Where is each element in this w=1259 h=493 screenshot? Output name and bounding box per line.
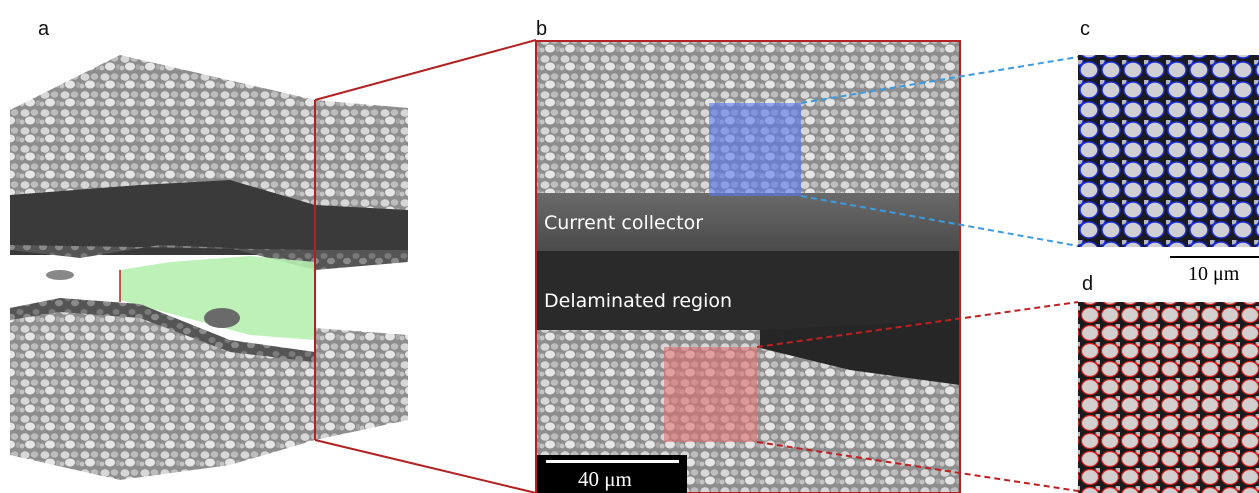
panel-d-image [1078, 302, 1259, 493]
panel-label-a: a [38, 18, 50, 40]
delamination-plane [120, 256, 315, 340]
panel-label-c: c [1080, 18, 1090, 40]
delaminated-region-label: Delaminated region [544, 290, 733, 312]
panel-c-image [1078, 55, 1259, 247]
volume-bottom-right [315, 328, 408, 440]
blue-link-top [800, 56, 1079, 104]
current-collector-label: Current collector [544, 212, 704, 234]
debris [46, 270, 74, 280]
panel-label-d: d [1082, 273, 1094, 295]
blue-link-bottom [800, 195, 1079, 247]
scalebar-b-line [546, 460, 679, 463]
scalebar-b-label: 40 μm [578, 467, 632, 491]
panel-b-image [535, 40, 961, 493]
panel-label-b: b [536, 18, 548, 40]
volume-bottom-top-surface [10, 298, 315, 362]
red-link-top [756, 301, 1079, 348]
red-roi [664, 347, 757, 442]
panel-b-frame [535, 40, 961, 493]
scalebar-c-label: 10 μm [1188, 263, 1240, 285]
volume-collector-band-right [315, 205, 408, 258]
panel-a-volume [10, 55, 408, 480]
blue-roi [709, 103, 801, 196]
scalebar-c-line [1170, 256, 1259, 258]
volume-bottom-front [10, 300, 315, 480]
volume-collector-band [10, 180, 315, 255]
current-collector-band [536, 193, 960, 251]
zoom-line-top [314, 39, 537, 101]
red-link-bottom [756, 441, 1079, 492]
delaminated-dark-wedge [760, 320, 960, 385]
debris [204, 308, 240, 328]
zoom-line-bottom [314, 439, 537, 493]
